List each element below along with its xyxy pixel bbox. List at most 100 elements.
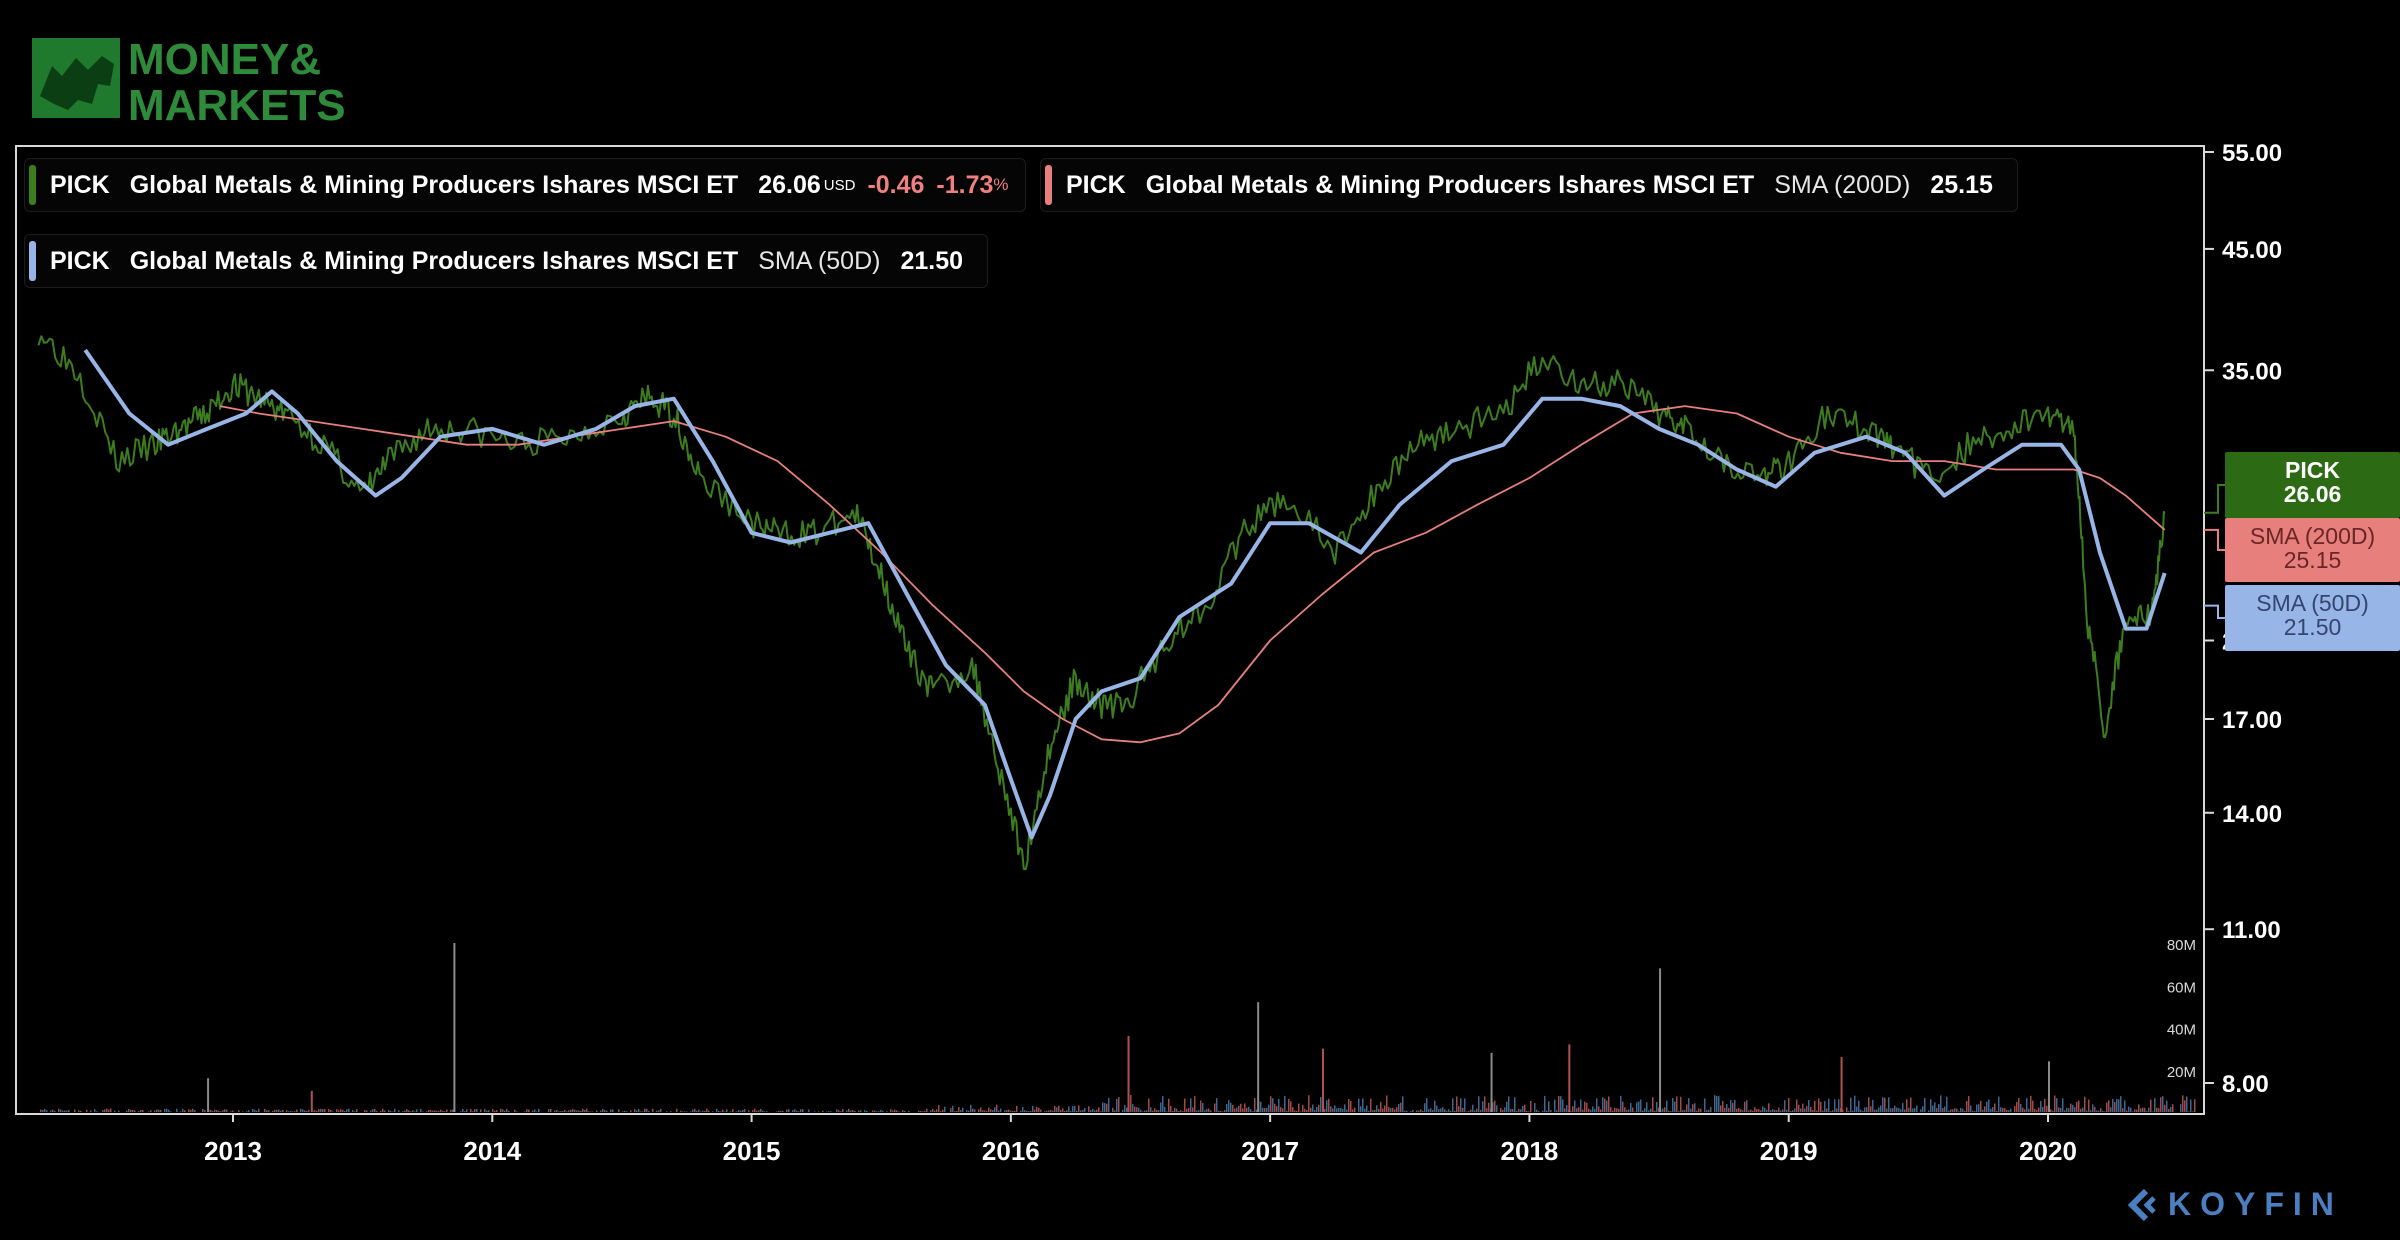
volume-bar	[2172, 1104, 2174, 1112]
volume-bar	[1076, 1110, 1078, 1112]
volume-bar	[1522, 1105, 1524, 1112]
volume-bar	[1784, 1100, 1786, 1112]
volume-bar	[1260, 1101, 1262, 1112]
volume-bar	[1134, 1106, 1136, 1112]
legend-item-sma200[interactable]: PICK Global Metals & Mining Producers Is…	[1040, 158, 2018, 212]
volume-bar	[1706, 1110, 1708, 1112]
volume-bar	[1064, 1110, 1066, 1112]
volume-bar	[1180, 1110, 1182, 1112]
volume-bar	[872, 1110, 874, 1112]
volume-bar	[596, 1110, 598, 1112]
volume-bar	[1550, 1110, 1552, 1112]
volume-bar	[404, 1110, 406, 1112]
volume-bar	[1132, 1104, 1134, 1112]
volume-bar	[460, 1111, 462, 1112]
volume-bar	[2022, 1107, 2024, 1112]
volume-bar	[1900, 1109, 1902, 1112]
volume-bar	[1652, 1097, 1654, 1112]
volume-axis-label: 80M	[2167, 937, 2196, 954]
volume-bar	[1106, 1103, 1108, 1112]
volume-bar	[2170, 1106, 2172, 1112]
volume-bar	[1362, 1098, 1364, 1112]
volume-bar	[988, 1107, 990, 1112]
volume-bar	[1510, 1108, 1512, 1112]
volume-bar	[1686, 1104, 1688, 1112]
volume-bar	[1782, 1109, 1784, 1112]
volume-bar	[488, 1110, 490, 1112]
volume-bar	[2070, 1103, 2072, 1112]
volume-bar	[1286, 1110, 1288, 1112]
volume-bar	[1066, 1110, 1068, 1112]
volume-bar	[1016, 1105, 1018, 1112]
volume-bar	[1678, 1110, 1680, 1112]
volume-bar	[1166, 1111, 1168, 1112]
series-line-sma50	[83, 348, 2167, 840]
legend-currency: USD	[823, 176, 856, 194]
volume-bar	[1248, 1106, 1250, 1112]
volume-bar	[1536, 1109, 1538, 1112]
volume-bar	[1372, 1110, 1374, 1112]
volume-bar	[876, 1111, 878, 1112]
volume-bar	[1986, 1101, 1988, 1112]
volume-bar	[1366, 1105, 1368, 1112]
volume-bar	[1334, 1105, 1336, 1112]
volume-bar	[384, 1110, 386, 1112]
volume-bar	[986, 1111, 988, 1112]
volume-bar	[1434, 1100, 1436, 1112]
volume-bar	[1818, 1098, 1820, 1112]
volume-bar	[364, 1110, 366, 1112]
volume-bar	[2156, 1107, 2158, 1112]
volume-bar	[128, 1109, 130, 1112]
volume-bar	[2044, 1098, 2046, 1112]
volume-bar	[2054, 1095, 2056, 1112]
volume-bar	[690, 1111, 692, 1112]
volume-bar	[160, 1109, 162, 1112]
volume-bar	[1078, 1105, 1080, 1112]
volume-bar	[1062, 1108, 1064, 1112]
volume-bar	[1930, 1099, 1932, 1112]
volume-bar	[1024, 1110, 1026, 1112]
volume-bar	[392, 1111, 394, 1112]
volume-bar	[1266, 1107, 1268, 1112]
volume-bar	[1654, 1110, 1656, 1112]
volume-bar	[1554, 1099, 1556, 1112]
volume-bar	[1304, 1108, 1306, 1112]
volume-spike	[453, 943, 456, 1112]
volume-bar	[2074, 1107, 2076, 1112]
volume-bar	[1694, 1103, 1696, 1112]
legend-item-price[interactable]: PICK Global Metals & Mining Producers Is…	[24, 158, 1026, 212]
volume-bar	[1700, 1108, 1702, 1112]
volume-bar	[1944, 1106, 1946, 1112]
volume-bar	[2064, 1110, 2066, 1112]
volume-bar	[1098, 1107, 1100, 1112]
volume-bar	[1348, 1098, 1350, 1112]
volume-bar	[2014, 1106, 2016, 1112]
volume-bar	[1410, 1111, 1412, 1112]
volume-bar	[2062, 1098, 2064, 1112]
volume-bar	[756, 1110, 758, 1112]
volume-bar	[210, 1109, 212, 1112]
volume-bar	[1276, 1106, 1278, 1112]
legend-item-sma50[interactable]: PICK Global Metals & Mining Producers Is…	[24, 234, 989, 288]
volume-bar	[382, 1108, 384, 1112]
volume-bar	[878, 1111, 880, 1112]
volume-bar	[578, 1110, 580, 1112]
volume-bar	[1400, 1102, 1402, 1112]
volume-bar	[2186, 1096, 2188, 1112]
volume-bar	[276, 1109, 278, 1112]
volume-bar	[682, 1111, 684, 1112]
volume-bar	[1592, 1106, 1594, 1112]
volume-bar	[462, 1108, 464, 1112]
volume-bar	[2122, 1108, 2124, 1112]
volume-bar	[1158, 1110, 1160, 1112]
volume-bar	[1308, 1095, 1310, 1112]
volume-bar	[1744, 1101, 1746, 1112]
volume-bar	[1470, 1109, 1472, 1112]
volume-bar	[1044, 1111, 1046, 1112]
volume-bar	[1856, 1106, 1858, 1112]
volume-bar	[2108, 1100, 2110, 1112]
volume-bar	[1514, 1097, 1516, 1112]
volume-bar	[1270, 1096, 1272, 1112]
volume-bar	[1452, 1098, 1454, 1112]
